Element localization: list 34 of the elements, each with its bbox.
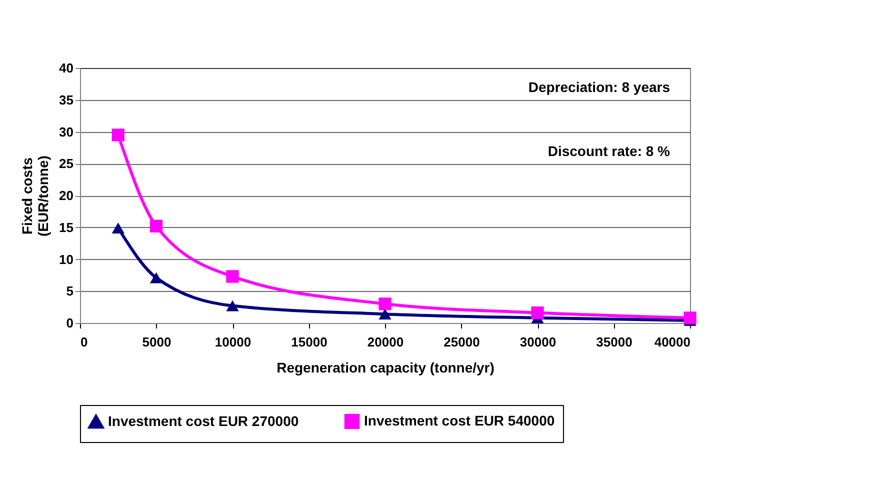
- y-tick-label: 35: [59, 92, 74, 108]
- point: [226, 300, 239, 312]
- point: [684, 312, 696, 324]
- point: [112, 222, 124, 234]
- x-tick-label: 20000: [367, 334, 404, 350]
- x-tick-label: 30000: [520, 334, 556, 350]
- legend-label: Investment cost EUR 270000: [108, 412, 299, 429]
- point: [150, 220, 163, 232]
- x-tick-label: 40000: [654, 334, 690, 350]
- x-tick-label: 15000: [291, 334, 328, 350]
- point: [150, 272, 163, 284]
- y-tick-label: 10: [59, 252, 74, 267]
- y-tick-label: 15: [59, 220, 74, 235]
- legend-label: Investment cost EUR 540000: [364, 412, 555, 428]
- point: [378, 298, 392, 310]
- y-tick-label: 0: [66, 316, 74, 330]
- point: [226, 270, 239, 283]
- x-tick-label: 35000: [596, 334, 632, 350]
- x-tick-label: 5000: [142, 334, 172, 350]
- annotation: Depreciation: 8 years: [528, 79, 670, 95]
- x-tick-label: 10000: [214, 334, 252, 350]
- point: [112, 128, 124, 142]
- point: [531, 306, 544, 320]
- x-axis-title: Regeneration capacity (tonne/yr): [276, 360, 494, 376]
- annotation: Discount rate: 8 %: [548, 143, 671, 159]
- y-tick-label: 20: [59, 188, 74, 203]
- x-tick-label: 25000: [444, 334, 480, 350]
- x-tick-label: 0: [80, 334, 88, 350]
- y-tick-label: 25: [59, 156, 74, 172]
- y-tick-label: 30: [59, 124, 74, 140]
- y-tick-label: 40: [59, 60, 74, 76]
- y-axis-title: Fixed costs (EUR/tonne): [19, 156, 52, 236]
- point: [378, 308, 392, 320]
- y-tick-label: 5: [66, 284, 74, 299]
